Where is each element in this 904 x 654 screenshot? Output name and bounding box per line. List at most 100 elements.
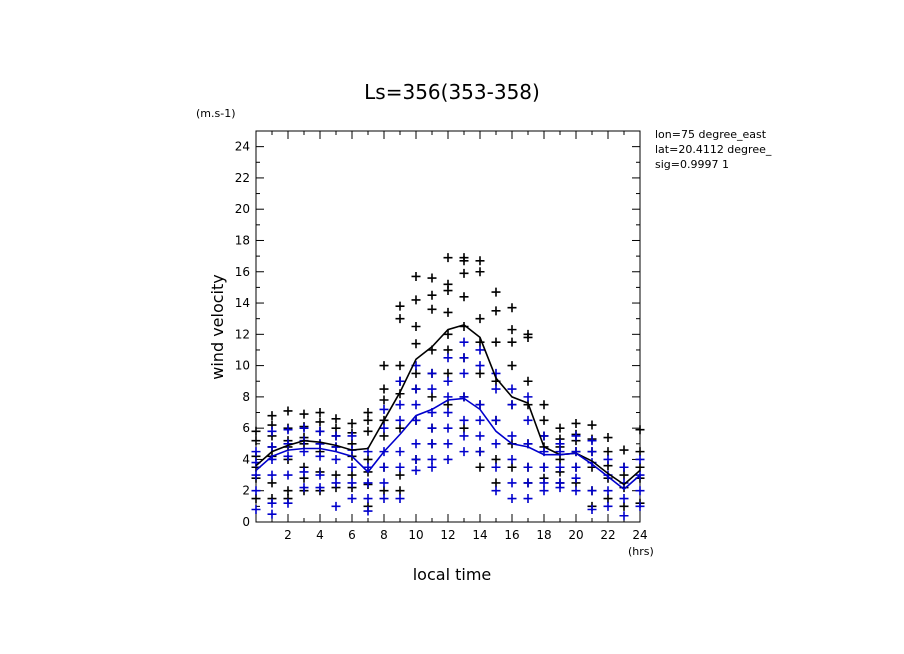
- series-0-point: [395, 486, 405, 496]
- series-1-point: [539, 478, 549, 488]
- series-1-point: [331, 454, 341, 464]
- series-1-point: [459, 368, 469, 378]
- series-0-point: [443, 286, 453, 296]
- series-1-point: [539, 486, 549, 496]
- x-tick-label: 24: [632, 528, 647, 542]
- series-1-point: [459, 353, 469, 363]
- series-0-point: [619, 445, 629, 455]
- series-0-point: [411, 322, 421, 331]
- x-unit-label: (hrs): [628, 545, 654, 558]
- series-1-point: [315, 439, 325, 449]
- series-1-point: [379, 462, 389, 472]
- series-1-point: [251, 470, 261, 480]
- series-0-point: [443, 253, 453, 263]
- y-tick-label: 0: [242, 515, 250, 529]
- series-1-point: [491, 439, 501, 449]
- series-1-point: [619, 462, 629, 472]
- series-0-point: [347, 418, 357, 428]
- series-1-point: [571, 473, 581, 483]
- y-tick-label: 4: [242, 452, 250, 466]
- series-1-point: [587, 504, 597, 514]
- series-0-point: [395, 470, 405, 480]
- series-0-point: [363, 415, 373, 425]
- series-0-point: [491, 306, 501, 316]
- series-1-point: [379, 494, 389, 504]
- series-0-point: [507, 462, 517, 472]
- y-tick-label: 14: [235, 296, 250, 310]
- series-0-point: [411, 271, 421, 281]
- series-1-point: [459, 337, 469, 347]
- series-1-point: [603, 486, 613, 496]
- series-0-point: [555, 454, 565, 464]
- series-0-point: [475, 462, 485, 472]
- series-1-point: [251, 447, 261, 457]
- series-1-point: [507, 431, 517, 441]
- series-1-point: [347, 462, 357, 472]
- x-tick-label: 14: [472, 528, 487, 542]
- series-1-point: [331, 431, 341, 441]
- series-0-point: [379, 431, 389, 441]
- series-1-point: [299, 467, 309, 477]
- series-1-point: [491, 462, 501, 472]
- series-1-point: [475, 400, 485, 410]
- series-0-point: [299, 409, 309, 419]
- x-axis-label: local time: [413, 565, 492, 584]
- series-0-point: [411, 368, 421, 378]
- series-1-point: [459, 415, 469, 425]
- series-0-point: [635, 462, 645, 472]
- series-1-point: [347, 431, 357, 441]
- series-1-point: [411, 439, 421, 449]
- series-1-point: [491, 384, 501, 394]
- series-0-point: [331, 470, 341, 480]
- series-1-point: [443, 408, 453, 418]
- series-0-point: [635, 425, 645, 435]
- series-0-point: [523, 376, 533, 386]
- series-0-point: [443, 400, 453, 410]
- series-1-point: [603, 454, 613, 464]
- series-1-point: [491, 486, 501, 496]
- series-1-point: [379, 478, 389, 488]
- series-1-point: [395, 494, 405, 504]
- series-1-point: [459, 447, 469, 457]
- series-0-point: [459, 423, 469, 433]
- series-3-line: [255, 397, 641, 491]
- series-0-point: [427, 304, 437, 314]
- series-0-point: [587, 420, 597, 430]
- series-0-point: [267, 411, 277, 421]
- y-tick-label: 6: [242, 421, 250, 435]
- series-1-point: [315, 470, 325, 480]
- series-0-point: [251, 494, 261, 504]
- series-1-point: [523, 478, 533, 488]
- series-0-point: [331, 423, 341, 433]
- series-1-point: [427, 462, 437, 472]
- series-0-point: [539, 415, 549, 425]
- series-1-point: [555, 439, 565, 449]
- x-tick-label: 6: [348, 528, 356, 542]
- series-0-point: [267, 478, 277, 488]
- series-0-point: [363, 454, 373, 464]
- x-tick-label: 16: [504, 528, 519, 542]
- x-tick-label: 20: [568, 528, 583, 542]
- series-1-point: [635, 470, 645, 480]
- series-1-point: [459, 392, 469, 402]
- series-0-point: [363, 408, 373, 418]
- series-1-point: [411, 384, 421, 394]
- series-1-point: [267, 509, 277, 519]
- y-tick-label: 16: [235, 265, 250, 279]
- series-1-point: [395, 376, 405, 386]
- series-1-point: [267, 442, 277, 452]
- series-1-point: [523, 392, 533, 402]
- series-0-point: [507, 303, 517, 313]
- x-tick-label: 4: [316, 528, 324, 542]
- y-tick-label: 24: [235, 140, 250, 154]
- series-0-point: [507, 361, 517, 371]
- series-0-point: [523, 332, 533, 342]
- series-1-point: [347, 494, 357, 504]
- series-1-point: [587, 447, 597, 457]
- series-1-point: [411, 465, 421, 475]
- series-0-point: [395, 301, 405, 311]
- series-0-point: [507, 337, 517, 347]
- series-1-point: [475, 345, 485, 355]
- series-1-point: [475, 447, 485, 457]
- series-1-point: [283, 425, 293, 435]
